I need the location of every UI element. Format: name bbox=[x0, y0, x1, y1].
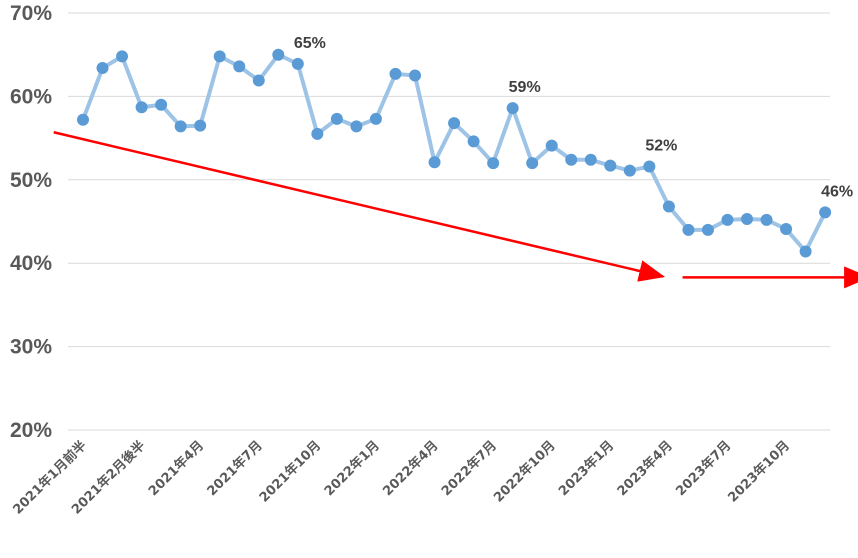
x-tick-label: 2021年4月 bbox=[145, 438, 207, 500]
x-tick-label: 2022年7月 bbox=[438, 438, 500, 500]
x-tick-label: 2023年10月 bbox=[725, 438, 793, 506]
data-point bbox=[213, 50, 226, 63]
data-point bbox=[428, 156, 441, 169]
y-tick-label: 50% bbox=[10, 169, 52, 192]
y-tick-label: 30% bbox=[10, 336, 52, 359]
trend-arrows bbox=[53, 131, 858, 289]
data-point bbox=[252, 74, 265, 87]
data-point bbox=[604, 159, 617, 172]
data-point bbox=[194, 119, 207, 132]
data-point bbox=[741, 212, 754, 225]
x-tick-label: 2022年4月 bbox=[380, 438, 442, 500]
data-point bbox=[155, 98, 168, 111]
series-line bbox=[81, 52, 827, 254]
data-point bbox=[233, 60, 246, 73]
trend-arrow-1 bbox=[53, 131, 665, 282]
data-point bbox=[780, 223, 793, 236]
x-tick-label: 2023年4月 bbox=[614, 438, 676, 500]
data-point bbox=[116, 50, 129, 63]
data-point bbox=[662, 200, 675, 213]
data-point bbox=[643, 160, 656, 173]
y-tick-label: 40% bbox=[10, 252, 52, 275]
data-point bbox=[291, 57, 304, 70]
data-point bbox=[330, 112, 343, 125]
data-point bbox=[448, 117, 461, 130]
data-label: 46% bbox=[821, 183, 853, 200]
x-axis-ticks: 2021年1月前半2021年2月後半2021年4月2021年7月2021年10月… bbox=[10, 438, 793, 518]
data-point bbox=[487, 157, 500, 170]
data-point bbox=[584, 153, 597, 166]
data-point bbox=[819, 206, 832, 219]
y-tick-label: 20% bbox=[10, 419, 52, 442]
data-point bbox=[311, 127, 324, 140]
gridlines bbox=[68, 12, 830, 431]
data-point bbox=[682, 223, 695, 236]
data-point bbox=[77, 113, 89, 126]
data-point bbox=[96, 62, 109, 75]
data-point bbox=[409, 69, 422, 82]
x-tick-label: 2022年10月 bbox=[490, 438, 558, 506]
y-tick-label: 70% bbox=[10, 2, 52, 25]
data-label: 65% bbox=[294, 35, 326, 52]
x-tick-label: 2021年10月 bbox=[256, 438, 324, 506]
data-point bbox=[350, 120, 363, 133]
data-point bbox=[174, 120, 187, 133]
x-tick-label: 2023年7月 bbox=[673, 438, 735, 500]
data-point bbox=[701, 223, 714, 236]
data-point bbox=[545, 139, 558, 152]
data-point bbox=[369, 112, 382, 125]
data-point bbox=[526, 157, 539, 170]
series bbox=[77, 48, 832, 258]
data-label: 59% bbox=[509, 79, 541, 96]
x-tick-label: 2021年7月 bbox=[204, 438, 266, 500]
data-point bbox=[135, 101, 148, 114]
data-point bbox=[389, 67, 402, 80]
y-tick-label: 60% bbox=[10, 85, 52, 108]
data-point bbox=[467, 135, 480, 148]
data-point bbox=[272, 48, 285, 61]
data-labels: 65% 59% 52% 46% bbox=[294, 35, 853, 200]
data-label: 52% bbox=[645, 137, 677, 154]
data-point bbox=[721, 213, 734, 226]
x-tick-label: 2022年1月 bbox=[321, 438, 383, 500]
data-point bbox=[506, 102, 519, 115]
y-axis-ticks: 20% 30% 40% 50% 60% 70% bbox=[10, 2, 52, 442]
data-point bbox=[760, 213, 773, 226]
data-point bbox=[799, 245, 812, 258]
data-point bbox=[623, 164, 636, 177]
data-point bbox=[565, 153, 578, 166]
x-tick-label: 2023年1月 bbox=[555, 438, 617, 500]
